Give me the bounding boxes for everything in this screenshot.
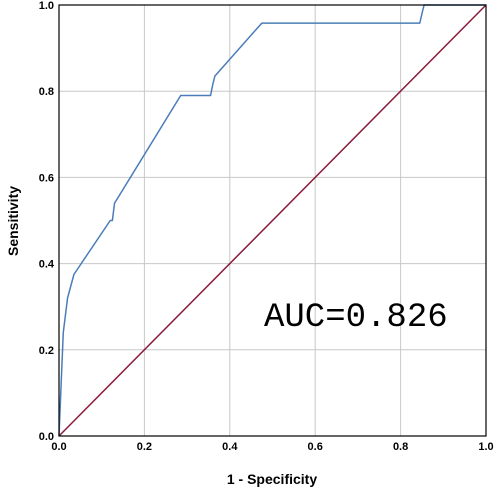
plot-frame — [58, 4, 487, 437]
label-layer: 1 - Specificity Sensitivity AUC=0.826 0.… — [5, 0, 494, 487]
reference-diagonal-line — [58, 4, 487, 437]
x-tick-label: 0.2 — [137, 441, 152, 453]
x-tick-label: 0.0 — [51, 441, 66, 453]
series-layer — [58, 4, 487, 437]
x-tick-label: 0.4 — [222, 441, 238, 453]
x-axis-title: 1 - Specificity — [227, 471, 317, 487]
x-tick-label: 0.6 — [308, 441, 323, 453]
y-tick-label: 0.8 — [39, 86, 54, 98]
x-tick-label: 0.8 — [393, 441, 408, 453]
auc-annotation: AUC=0.826 — [264, 299, 448, 337]
y-tick-label: 0.6 — [39, 172, 54, 184]
y-tick-label: 0.4 — [39, 259, 55, 271]
y-tick-label: 0.2 — [39, 345, 54, 357]
frame-layer — [58, 4, 487, 437]
roc-curve-line — [58, 4, 486, 437]
y-axis-title: Sensitivity — [5, 186, 21, 256]
x-tick-label: 1.0 — [478, 441, 493, 453]
y-tick-label: 1.0 — [39, 0, 54, 12]
y-tick-label: 0.0 — [39, 431, 54, 443]
